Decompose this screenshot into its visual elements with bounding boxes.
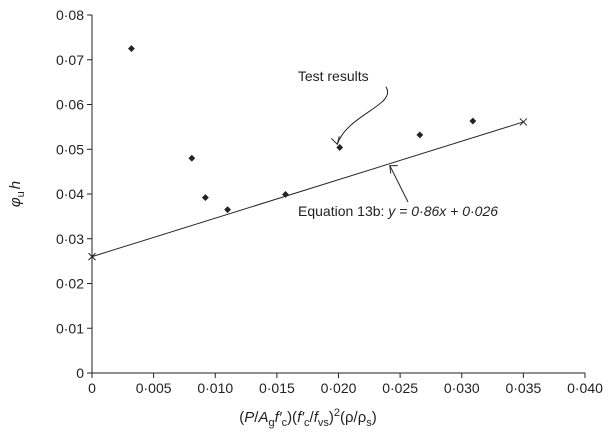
x-tick-label: 0·015 [259, 380, 295, 396]
equation-label-formula: y = 0·86x + 0·026 [387, 203, 498, 219]
x-tick-label: 0·040 [567, 380, 603, 396]
y-axis-title: φuh [7, 181, 27, 207]
equation-line [91, 121, 524, 258]
x-tick-label: 0·010 [197, 380, 233, 396]
y-tick-label: 0·08 [56, 7, 84, 23]
x-axis-title: (P/Agf′c)(f′c/fvs)2(ρ/ρs) [239, 407, 377, 429]
test-result-point [282, 191, 289, 198]
test-result-point [201, 194, 209, 201]
test-result-point [128, 45, 135, 52]
annotation-test-results: Test results [298, 68, 389, 146]
test-results-arrowhead [330, 136, 340, 146]
x-tick-label: 0·020 [321, 380, 357, 396]
y-tick-label: 0·06 [56, 97, 84, 113]
x-tick-label: 0·030 [444, 380, 480, 396]
x-tick-label: 0·005 [136, 380, 172, 396]
test-results-label: Test results [298, 68, 369, 84]
annotation-equation: Equation 13b: y = 0·86x + 0·026 [298, 165, 498, 219]
test-result-point [416, 131, 424, 139]
equation-line-series [88, 118, 528, 261]
x-tick-label: 0 [88, 380, 96, 396]
y-tick-label: 0·01 [56, 320, 84, 336]
equation-arrowhead [389, 165, 398, 174]
equation-line-endpoint [519, 118, 528, 126]
equation-line-endpoint [88, 252, 96, 261]
equation-label: Equation 13b: y = 0·86x + 0·026 [298, 203, 498, 219]
test-result-point [224, 206, 231, 214]
test-result-point [188, 154, 196, 162]
y-tick-label: 0 [76, 365, 84, 381]
test-results-arrow [336, 86, 389, 145]
equation-arrow [389, 165, 409, 203]
y-tick-label: 0·05 [56, 141, 84, 157]
y-tick-label: 0·03 [56, 231, 84, 247]
y-tick-label: 0·02 [56, 276, 84, 292]
y-tick-label: 0·07 [56, 52, 84, 68]
test-result-point [336, 144, 344, 151]
equation-label-prefix: Equation 13b: [298, 203, 388, 219]
ticks: 0 0·005 0·010 0·015 0·020 0·025 0·030 0·035 0·04… [56, 7, 603, 396]
x-tick-label: 0·035 [505, 380, 541, 396]
test-result-point [469, 117, 477, 125]
y-tick-label: 0·04 [56, 186, 84, 202]
x-tick-label: 0·025 [382, 380, 418, 396]
test-results-series [128, 45, 477, 214]
